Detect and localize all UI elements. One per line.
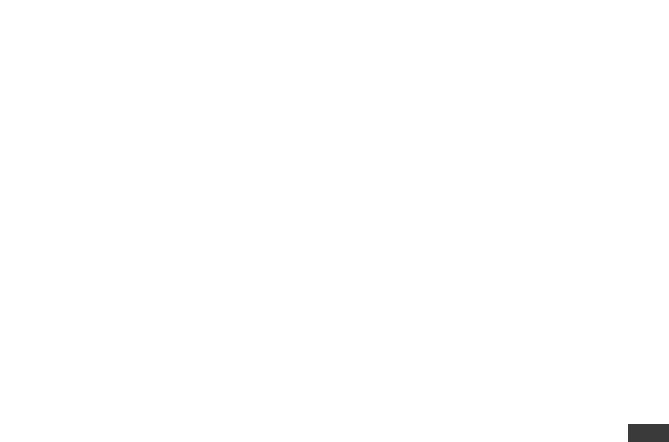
video-corner (628, 424, 669, 442)
